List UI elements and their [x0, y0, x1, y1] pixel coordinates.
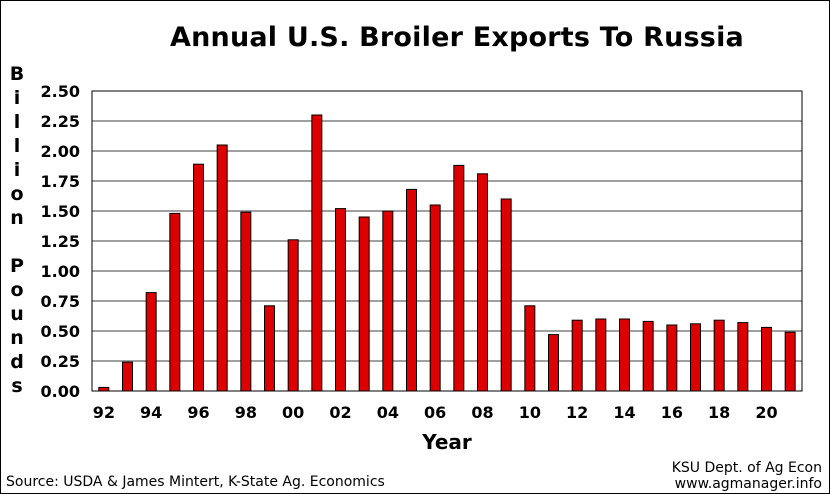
bar-18 — [713, 319, 725, 392]
bar-06 — [429, 204, 441, 392]
bar-15 — [642, 320, 654, 392]
bar-10 — [524, 305, 536, 392]
credit-org: KSU Dept. of Ag Econ — [671, 460, 822, 476]
y-tick-label: 0.00 — [41, 382, 80, 401]
y-label-letter: P — [10, 255, 24, 277]
bar-21 — [784, 331, 796, 392]
y-tick-label: 2.50 — [41, 82, 80, 101]
y-label-letter: n — [10, 327, 24, 349]
bar-04 — [382, 210, 394, 392]
y-tick-label: 2.00 — [41, 142, 80, 161]
bar-96 — [193, 163, 204, 392]
y-tick-label: 0.25 — [41, 352, 80, 371]
bar-12 — [571, 319, 583, 392]
bar-95 — [169, 212, 181, 392]
x-tick-label: 12 — [566, 403, 588, 422]
bars — [98, 114, 796, 392]
bar-05 — [406, 188, 417, 392]
bar-97 — [216, 144, 228, 392]
y-tick-label: 2.25 — [41, 112, 80, 131]
x-tick-labels: 92 94 96 98 00 02 04 06 08 10 12 14 16 18 20 — [93, 403, 778, 422]
bar-19 — [737, 322, 749, 392]
credit-block: KSU Dept. of Ag Econ www.agmanager.info — [672, 460, 822, 492]
bar-03 — [358, 216, 370, 392]
x-tick-label: 06 — [424, 403, 446, 422]
bar-02 — [335, 208, 346, 392]
bar-98 — [240, 211, 252, 392]
gridlines — [92, 120, 802, 362]
bar-94 — [145, 292, 157, 392]
x-tick-label: 08 — [471, 403, 493, 422]
x-tick-label: 04 — [377, 403, 399, 422]
bar-99 — [264, 305, 275, 392]
y-tick-label: 1.50 — [41, 202, 80, 221]
y-label-letter: i — [13, 159, 21, 181]
bar-93 — [122, 361, 133, 392]
x-tick-label: 18 — [708, 403, 730, 422]
credit-url: www.agmanager.info — [674, 476, 822, 492]
y-label-letter: B — [9, 63, 25, 85]
bar-16 — [666, 324, 678, 392]
x-axis-label: Year — [422, 430, 472, 454]
x-tick-label: 92 — [93, 403, 115, 422]
x-tick-label: 00 — [282, 403, 304, 422]
y-label-letter: l — [13, 111, 21, 133]
y-tick-label: 0.50 — [41, 322, 80, 341]
source-note: Source: USDA & James Mintert, K-State Ag… — [6, 474, 385, 490]
x-tick-label: 14 — [613, 403, 635, 422]
x-tick-label: 10 — [519, 403, 541, 422]
x-tick-label: 20 — [755, 403, 777, 422]
y-tick-label: 1.75 — [41, 172, 80, 191]
x-tick-label: 02 — [329, 403, 351, 422]
y-label-letter: s — [11, 375, 23, 397]
x-tick-label: 16 — [661, 403, 683, 422]
bar-08 — [477, 173, 488, 392]
chart-title: Annual U.S. Broiler Exports To Russia — [170, 22, 744, 53]
bar-11 — [548, 334, 559, 392]
y-label-letter: u — [10, 303, 24, 325]
y-label-letter: l — [13, 135, 21, 157]
y-label-letter: i — [13, 87, 21, 109]
x-tick-label: 98 — [235, 403, 257, 422]
y-label-letter: d — [10, 351, 24, 373]
y-label-letter: o — [10, 279, 24, 301]
bar-20 — [761, 326, 772, 392]
y-tick-labels: 0.00 0.25 0.50 0.75 1.00 1.25 1.50 1.75 2.00 2.25… — [41, 82, 80, 401]
y-tick-label: 1.00 — [41, 262, 80, 281]
bar-17 — [690, 323, 701, 392]
bar-92 — [98, 386, 110, 392]
bar-13 — [595, 318, 607, 392]
bar-09 — [500, 198, 512, 392]
bar-00 — [287, 239, 299, 392]
y-tick-label: 0.75 — [41, 292, 80, 311]
bar-07 — [453, 164, 465, 392]
bar-14 — [619, 318, 630, 392]
y-label-letter: o — [10, 183, 24, 205]
y-tick-label: 1.25 — [41, 232, 80, 251]
x-tick-label: 96 — [187, 403, 209, 422]
x-tick-label: 94 — [140, 403, 162, 422]
bar-01 — [311, 114, 323, 392]
y-label-letter: n — [10, 207, 24, 229]
